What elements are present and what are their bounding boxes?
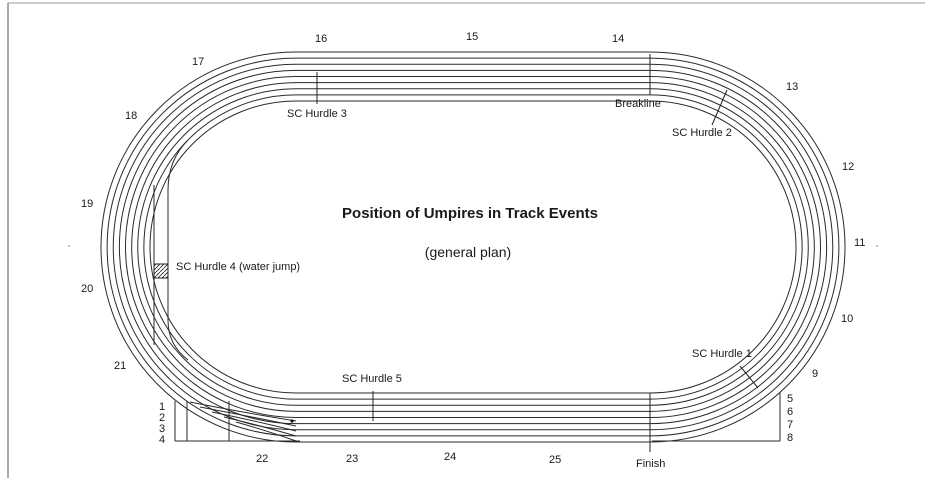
hurdle1-label: SC Hurdle 1 bbox=[692, 348, 752, 360]
breakline-label: Breakline bbox=[615, 98, 661, 110]
edge-dot bbox=[876, 245, 878, 247]
water-jump-loop bbox=[167, 139, 189, 361]
umpire-position-numbers: 5 6 7 8 9 10 11 12 13 14 15 16 17 18 19 … bbox=[81, 31, 865, 466]
position-label: 24 bbox=[444, 451, 456, 463]
position-label: 25 bbox=[549, 454, 561, 466]
position-label: 9 bbox=[812, 368, 818, 380]
position-label: 18 bbox=[125, 110, 137, 122]
position-label: 14 bbox=[612, 33, 624, 45]
diagram-title: Position of Umpires in Track Events bbox=[342, 205, 598, 222]
lane-number: 4 bbox=[159, 434, 165, 446]
position-label: 12 bbox=[842, 161, 854, 173]
lane-number: 2 bbox=[159, 412, 165, 424]
position-label: 6 bbox=[787, 406, 793, 418]
position-label: 23 bbox=[346, 453, 358, 465]
hurdle5-label: SC Hurdle 5 bbox=[342, 373, 402, 385]
hurdle2-marker bbox=[711, 89, 728, 126]
position-label: 15 bbox=[466, 31, 478, 43]
position-label: 5 bbox=[787, 393, 793, 405]
position-label: 7 bbox=[787, 419, 793, 431]
position-label: 10 bbox=[841, 313, 853, 325]
position-label: 13 bbox=[786, 81, 798, 93]
water-jump-icon bbox=[153, 263, 169, 279]
staggered-start-curves bbox=[189, 401, 297, 442]
hurdle3-label: SC Hurdle 3 bbox=[287, 108, 347, 120]
position-label: 16 bbox=[315, 33, 327, 45]
lane-number: 1 bbox=[159, 401, 165, 413]
position-label: 21 bbox=[114, 360, 126, 372]
position-label: 8 bbox=[787, 432, 793, 444]
hurdle4-label: SC Hurdle 4 (water jump) bbox=[176, 261, 300, 273]
hurdle2-label: SC Hurdle 2 bbox=[672, 127, 732, 139]
position-label: 20 bbox=[81, 283, 93, 295]
edge-dot bbox=[68, 245, 70, 247]
position-label: 22 bbox=[256, 453, 268, 465]
start-marker bbox=[290, 419, 294, 423]
hurdle1-marker bbox=[739, 365, 759, 389]
position-label: 11 bbox=[854, 237, 865, 249]
lane-numbers: 1 2 3 4 bbox=[159, 401, 165, 446]
finish-label: Finish bbox=[636, 458, 665, 470]
lane-number: 3 bbox=[159, 423, 165, 435]
diagram-subtitle: (general plan) bbox=[425, 244, 511, 260]
position-label: 17 bbox=[192, 56, 204, 68]
position-label: 19 bbox=[81, 198, 93, 210]
